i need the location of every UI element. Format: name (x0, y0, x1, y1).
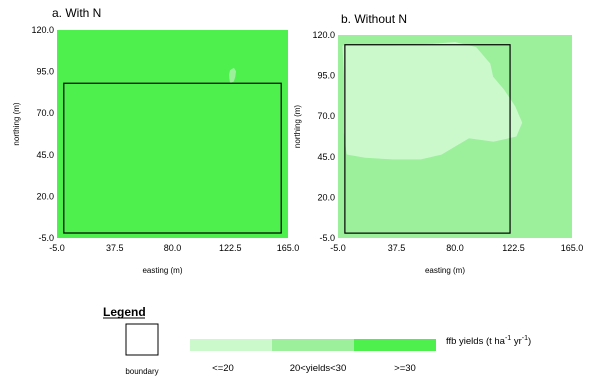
yield-zone-low (342, 42, 523, 160)
y-tick-label: -5.0 (38, 233, 54, 243)
legend-variable-text: ) (528, 336, 531, 347)
y-tick-label: 45.0 (36, 150, 54, 160)
legend-variable-text: yr (511, 336, 522, 347)
legend-class-high: >=30 (394, 363, 416, 374)
x-tick-label: 122.5 (502, 243, 525, 253)
x-tick-label: 165.0 (561, 243, 584, 253)
panel-title: a. With N (52, 6, 101, 20)
legend-title: Legend (103, 305, 146, 319)
field-boundary (344, 44, 511, 234)
x-axis-label: easting (m) (425, 266, 465, 275)
y-tick-label: 95.0 (317, 71, 335, 81)
legend-variable-text: ffb yields (t ha (446, 336, 506, 347)
x-axis-label: easting (m) (142, 266, 182, 275)
yield-zone-mid (229, 68, 236, 83)
panel-title: b. Without N (341, 12, 407, 26)
y-tick-label: 120.0 (31, 25, 54, 35)
legend-swatch-mid (272, 339, 354, 351)
yield-background-zone (57, 30, 288, 238)
panel-with-n: a. With N -5.0 37.5 80.0 122.5 165.0 -5.… (12, 6, 299, 275)
x-tick-label: 37.5 (106, 243, 124, 253)
x-axis-ticks: -5.0 37.5 80.0 122.5 165.0 (49, 243, 299, 253)
legend-exponent: -1 (522, 335, 528, 342)
y-tick-label: 20.0 (36, 191, 54, 201)
y-axis-ticks: -5.0 20.0 45.0 70.0 95.0 120.0 (31, 25, 54, 243)
legend-class-mid: 20<yields<30 (290, 363, 347, 374)
x-tick-label: 80.0 (446, 243, 464, 253)
legend-swatch-high (354, 339, 436, 351)
y-axis-ticks: -5.0 20.0 45.0 70.0 95.0 120.0 (312, 30, 335, 243)
panel-without-n: b. Without N -5.0 37.5 80.0 122.5 165.0 … (293, 12, 583, 275)
y-tick-label: 120.0 (312, 30, 335, 40)
x-tick-label: 37.5 (388, 243, 406, 253)
legend-boundary-swatch (125, 323, 159, 356)
y-tick-label: 70.0 (36, 108, 54, 118)
y-tick-label: -5.0 (319, 233, 335, 243)
legend-boundary-label: boundary (125, 367, 158, 376)
y-axis-label: northing (m) (293, 105, 302, 148)
x-tick-label: 165.0 (277, 243, 300, 253)
field-boundary (63, 82, 282, 234)
y-tick-label: 20.0 (317, 192, 335, 202)
legend-exponent: -1 (505, 335, 511, 342)
legend-swatch-low (190, 339, 272, 351)
x-tick-label: 122.5 (219, 243, 242, 253)
legend: Legend boundary ffb yields (t ha-1 yr-1)… (103, 305, 531, 376)
plot-area (57, 30, 288, 238)
legend-class-low: <=20 (212, 363, 234, 374)
x-tick-label: -5.0 (330, 243, 346, 253)
x-tick-label: -5.0 (49, 243, 65, 253)
y-axis-label: northing (m) (12, 102, 21, 145)
plot-area (338, 35, 572, 238)
y-tick-label: 95.0 (36, 67, 54, 77)
x-axis-ticks: -5.0 37.5 80.0 122.5 165.0 (330, 243, 583, 253)
y-tick-label: 45.0 (317, 152, 335, 162)
legend-variable-label: ffb yields (t ha-1 yr-1) (446, 335, 531, 347)
x-tick-label: 80.0 (164, 243, 182, 253)
y-tick-label: 70.0 (317, 111, 335, 121)
